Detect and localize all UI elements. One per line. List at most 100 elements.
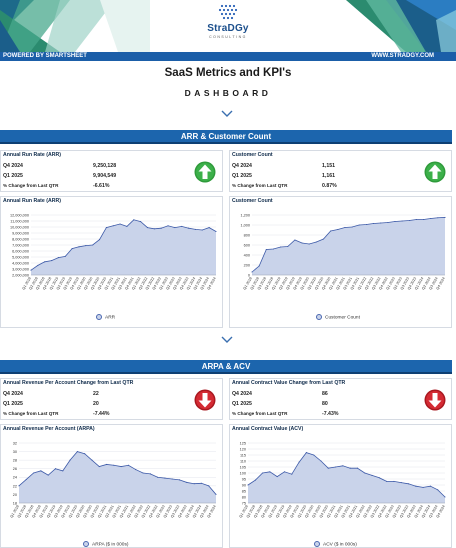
data-point[interactable] [62, 470, 64, 472]
data-point[interactable] [301, 242, 303, 244]
data-point[interactable] [84, 453, 86, 455]
data-point[interactable] [335, 466, 337, 468]
data-point[interactable] [40, 470, 42, 472]
data-point[interactable] [262, 472, 264, 474]
data-point[interactable] [171, 478, 173, 480]
data-point[interactable] [415, 218, 417, 221]
data-point[interactable] [444, 216, 446, 218]
data-point[interactable] [126, 225, 128, 227]
data-point[interactable] [407, 483, 410, 485]
data-point[interactable] [112, 225, 114, 227]
data-point[interactable] [188, 227, 190, 229]
chart-legend[interactable]: ACV ($ in 000s) [314, 541, 357, 547]
data-point[interactable] [330, 230, 332, 232]
data-point[interactable] [167, 225, 169, 227]
data-point[interactable] [18, 485, 20, 487]
data-point[interactable] [258, 265, 260, 267]
data-point[interactable] [113, 464, 115, 466]
data-point[interactable] [194, 228, 196, 230]
data-point[interactable] [401, 220, 403, 222]
data-point[interactable] [272, 248, 274, 250]
data-point[interactable] [337, 228, 339, 231]
data-point[interactable] [30, 269, 32, 271]
data-point[interactable] [265, 248, 267, 251]
data-point[interactable] [54, 468, 57, 470]
data-point[interactable] [142, 472, 144, 474]
data-point[interactable] [378, 477, 380, 479]
data-point[interactable] [200, 482, 202, 484]
data-point[interactable] [430, 217, 432, 220]
data-point[interactable] [247, 484, 249, 486]
data-point[interactable] [327, 467, 329, 469]
data-point[interactable] [315, 241, 317, 243]
data-point[interactable] [120, 466, 122, 468]
data-point[interactable] [415, 485, 417, 487]
data-point[interactable] [98, 466, 100, 468]
data-point[interactable] [371, 474, 373, 476]
data-point[interactable] [127, 464, 129, 466]
chart-legend[interactable]: Customer Count [316, 314, 360, 320]
data-point[interactable] [135, 469, 137, 471]
data-point[interactable] [98, 239, 101, 241]
data-point[interactable] [208, 485, 210, 487]
data-point[interactable] [37, 264, 39, 266]
data-point[interactable] [276, 476, 278, 478]
data-point[interactable] [283, 471, 286, 473]
data-point[interactable] [157, 476, 159, 478]
chevron-down-icon[interactable] [221, 336, 233, 344]
data-point[interactable] [254, 479, 256, 481]
data-point[interactable] [76, 451, 78, 453]
data-point[interactable] [269, 471, 271, 473]
data-point[interactable] [57, 257, 59, 259]
data-point[interactable] [71, 248, 73, 250]
data-point[interactable] [444, 496, 446, 498]
data-point[interactable] [394, 220, 396, 223]
data-point[interactable] [372, 222, 375, 225]
data-point[interactable] [47, 474, 49, 476]
chart-legend[interactable]: ARPA ($ in 000s) [83, 541, 128, 547]
data-point[interactable] [44, 261, 46, 263]
data-point[interactable] [349, 467, 351, 469]
data-point[interactable] [356, 467, 358, 469]
data-point[interactable] [342, 465, 344, 467]
data-point[interactable] [25, 478, 27, 480]
data-point[interactable] [305, 452, 307, 454]
data-point[interactable] [351, 226, 353, 228]
data-point[interactable] [291, 473, 293, 475]
data-point[interactable] [146, 227, 149, 229]
data-point[interactable] [437, 217, 439, 219]
website-link[interactable]: WWW.STRADGY.COM [371, 53, 434, 59]
data-point[interactable] [308, 243, 310, 245]
data-point[interactable] [423, 218, 425, 221]
data-point[interactable] [313, 454, 315, 456]
data-point[interactable] [387, 221, 389, 224]
data-point[interactable] [358, 224, 360, 226]
data-point[interactable] [193, 483, 195, 485]
data-point[interactable] [280, 246, 282, 248]
data-point[interactable] [400, 482, 402, 484]
data-point[interactable] [140, 221, 142, 223]
data-point[interactable] [393, 480, 395, 482]
data-point[interactable] [164, 477, 166, 479]
data-point[interactable] [215, 230, 217, 233]
data-point[interactable] [408, 219, 410, 222]
section-header-arpa[interactable]: ARPA & ACV [0, 360, 452, 374]
data-point[interactable] [422, 486, 424, 488]
data-point[interactable] [294, 239, 296, 241]
data-point[interactable] [380, 222, 382, 224]
data-point[interactable] [64, 255, 66, 257]
data-point[interactable] [186, 481, 188, 483]
section-header-arr[interactable]: ARR & Customer Count [0, 130, 452, 144]
data-point[interactable] [69, 459, 71, 461]
data-point[interactable] [119, 223, 121, 225]
data-point[interactable] [208, 227, 210, 229]
data-point[interactable] [437, 489, 439, 491]
data-point[interactable] [105, 227, 107, 229]
data-point[interactable] [133, 219, 135, 221]
data-point[interactable] [92, 244, 94, 246]
data-point[interactable] [287, 245, 289, 248]
data-point[interactable] [201, 229, 203, 231]
data-point[interactable] [364, 472, 366, 474]
data-point[interactable] [106, 463, 108, 465]
data-point[interactable] [298, 461, 300, 463]
